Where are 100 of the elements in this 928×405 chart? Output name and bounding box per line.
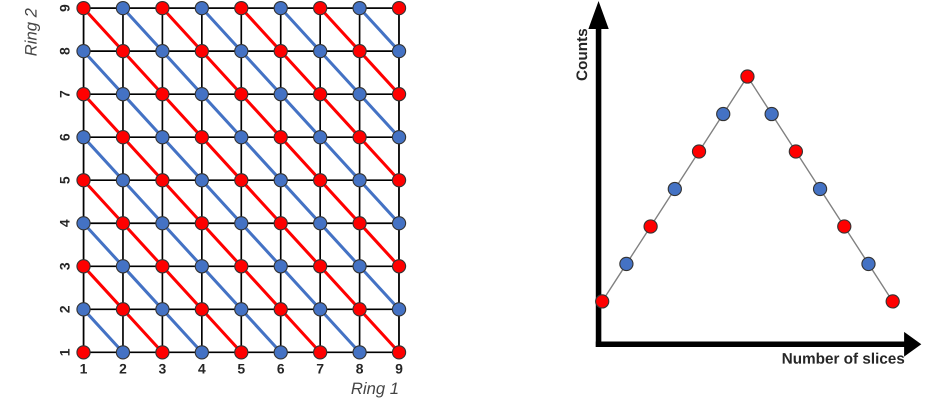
point xyxy=(392,216,406,230)
point xyxy=(155,302,170,316)
x-tick-label: 9 xyxy=(396,364,402,374)
point xyxy=(234,87,248,102)
point xyxy=(274,44,288,58)
y-tick-label: 1 xyxy=(60,348,70,356)
point xyxy=(313,216,328,230)
point xyxy=(76,259,91,274)
x-tick-label: 7 xyxy=(316,364,324,374)
point xyxy=(352,0,367,16)
point xyxy=(352,87,367,102)
point xyxy=(313,259,328,274)
point xyxy=(274,259,288,274)
point xyxy=(194,216,209,230)
point xyxy=(274,130,288,144)
point xyxy=(155,216,170,230)
point xyxy=(116,216,130,230)
y-tick-label: 2 xyxy=(60,306,70,313)
point xyxy=(234,130,248,144)
point xyxy=(155,259,170,274)
point xyxy=(274,0,288,16)
point xyxy=(155,173,170,188)
y-tick-label: 9 xyxy=(60,4,70,12)
point xyxy=(392,173,406,188)
point xyxy=(155,87,170,102)
point xyxy=(76,87,91,102)
point xyxy=(274,345,288,360)
point xyxy=(116,44,130,58)
point xyxy=(392,259,406,274)
point xyxy=(234,345,248,360)
point xyxy=(76,302,91,316)
point xyxy=(274,173,288,188)
point xyxy=(116,87,130,102)
point xyxy=(116,130,130,144)
y-tick-label: 6 xyxy=(60,134,70,141)
x-tick-label: 1 xyxy=(80,364,87,374)
point xyxy=(116,0,130,16)
point xyxy=(274,216,288,230)
point xyxy=(76,130,91,144)
point xyxy=(352,259,367,274)
point xyxy=(76,345,91,360)
point xyxy=(234,173,248,188)
point xyxy=(194,0,209,16)
point xyxy=(234,44,248,58)
point xyxy=(392,302,406,316)
x-axis-title: Number of slices xyxy=(782,352,904,364)
x-tick-label: 5 xyxy=(238,364,245,374)
point xyxy=(313,173,328,188)
point xyxy=(392,130,406,144)
point xyxy=(392,0,406,16)
y-tick-label: 8 xyxy=(60,48,70,55)
point xyxy=(313,0,328,16)
point xyxy=(352,345,367,360)
x-tick-label: 3 xyxy=(158,364,166,374)
point xyxy=(194,130,209,144)
point xyxy=(392,345,406,360)
point xyxy=(274,87,288,102)
point xyxy=(76,216,91,230)
point xyxy=(313,44,328,58)
point xyxy=(116,302,130,316)
x-tick-label: 6 xyxy=(277,364,284,374)
y-tick-label: 4 xyxy=(60,219,70,227)
point xyxy=(76,173,91,188)
point xyxy=(76,44,91,58)
point xyxy=(194,259,209,274)
point xyxy=(352,130,367,144)
x-tick-label: 4 xyxy=(198,364,206,374)
y-axis-title: Ring 2 xyxy=(24,8,40,56)
point xyxy=(155,345,170,360)
point xyxy=(194,345,209,360)
point xyxy=(313,130,328,144)
point xyxy=(116,259,130,274)
point xyxy=(116,345,130,360)
x-tick-label: 2 xyxy=(120,364,126,374)
x-axis-title: Ring 1 xyxy=(351,382,398,398)
point xyxy=(116,173,130,188)
point xyxy=(155,0,170,16)
point xyxy=(313,302,328,316)
point xyxy=(155,130,170,144)
point xyxy=(194,173,209,188)
point xyxy=(274,302,288,316)
point xyxy=(194,44,209,58)
x-tick-label: 8 xyxy=(356,364,364,374)
point xyxy=(352,173,367,188)
point xyxy=(234,302,248,316)
point xyxy=(352,302,367,316)
point xyxy=(392,44,406,58)
point xyxy=(234,216,248,230)
point xyxy=(76,0,91,16)
y-tick-label: 3 xyxy=(60,262,70,270)
point xyxy=(194,302,209,316)
y-axis-title: Counts xyxy=(576,28,588,80)
point xyxy=(352,44,367,58)
point xyxy=(392,87,406,102)
y-tick-label: 7 xyxy=(60,90,70,98)
point xyxy=(234,0,248,16)
point xyxy=(313,345,328,360)
point xyxy=(352,216,367,230)
point xyxy=(194,87,209,102)
point xyxy=(234,259,248,274)
